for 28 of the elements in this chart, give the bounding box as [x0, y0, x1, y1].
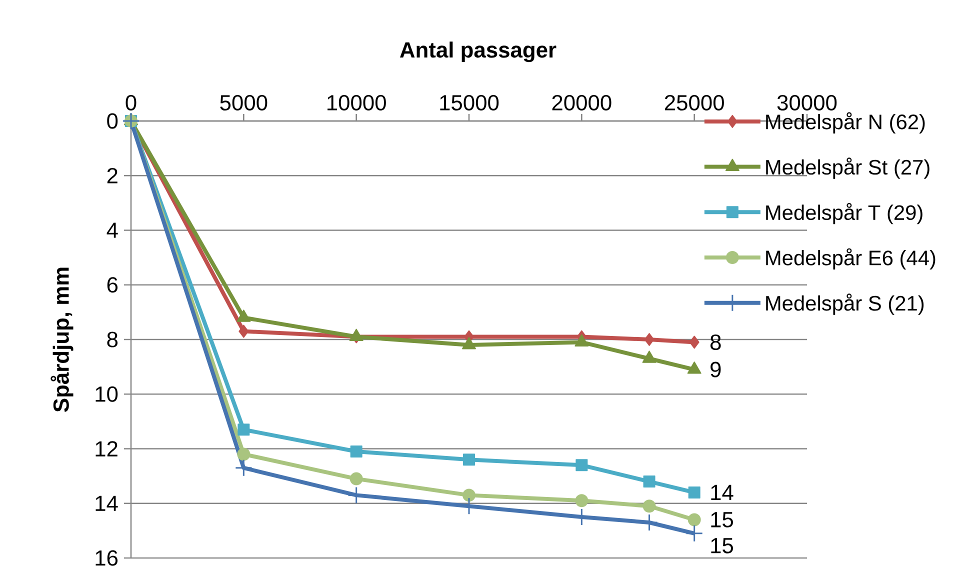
y-tick-label: 4: [106, 222, 118, 238]
y-axis-title: Spårdjup, mm: [50, 268, 74, 412]
x-tick-label: 0: [126, 94, 136, 110]
y-tick-label: 10: [96, 386, 118, 402]
y-tick-label: 14: [96, 496, 118, 511]
y-tick-label: 8: [107, 332, 118, 348]
y-tick-label: 6: [107, 277, 118, 293]
x-axis-title: Antal passager: [400, 42, 556, 62]
data-label: 14: [711, 484, 734, 500]
data-label: 9: [710, 362, 721, 378]
legend-label: Medelspår St (27): [766, 158, 930, 179]
legend-label: Medelspår E6 (44): [766, 248, 936, 270]
x-tick-label: 5000: [220, 94, 268, 110]
y-tick-label: 2: [107, 168, 118, 184]
data-label: 8: [710, 334, 721, 350]
legend-label: Medelspår S (21): [766, 294, 924, 315]
x-tick-label: 30000: [777, 94, 837, 110]
x-tick-label: 15000: [440, 94, 499, 110]
y-tick-label: 0: [107, 113, 118, 129]
x-tick-label: 10000: [328, 94, 386, 110]
data-label: 15: [711, 538, 733, 554]
legend-label: Medelspår N (62): [766, 112, 925, 134]
x-tick-label: 20000: [552, 94, 612, 110]
data-label: 15: [711, 512, 733, 528]
legend-label: Medelspår T (29): [766, 202, 922, 224]
y-tick-label: 12: [96, 441, 118, 456]
y-tick-label: 16: [96, 550, 118, 566]
x-tick-label: 25000: [664, 94, 724, 110]
